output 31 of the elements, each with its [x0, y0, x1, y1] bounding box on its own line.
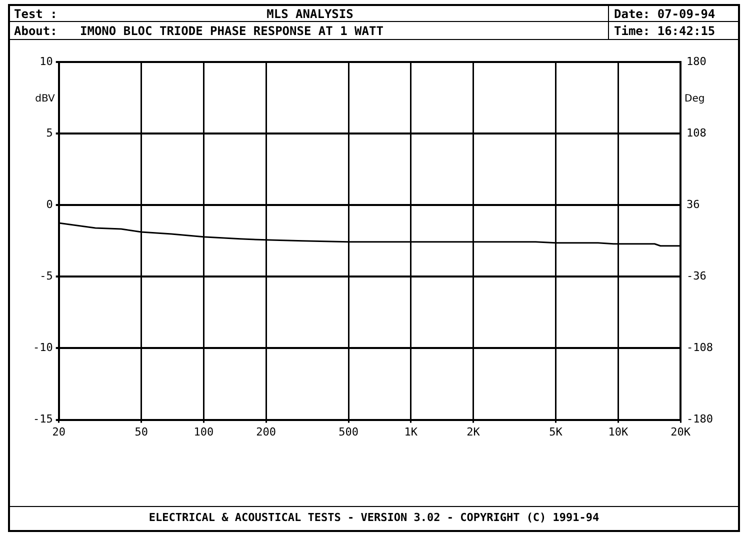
x-tick-label: 2K [466, 425, 480, 438]
text: Time: 16:42:15 [614, 24, 716, 38]
text: ELECTRICAL & ACOUSTICAL TESTS - VERSION 3.02 - COPYRIGHT (C) 1991-94 [148, 511, 600, 525]
y2-tick-label: -36 [686, 270, 706, 283]
x-tick-label: 20 [52, 425, 66, 438]
chart-subtitle: IMONO BLOC TRIODE PHASE RESPONSE AT 1 WATT [80, 24, 384, 38]
chart-title: MLS ANALYSIS [266, 7, 354, 21]
x-tick-label: 50 [134, 425, 148, 438]
y2-tick-label: 180 [686, 54, 706, 68]
y2-tick-label: -108 [686, 341, 714, 354]
x-tick-label: 200 [256, 425, 276, 438]
x-tick-label: 1K [404, 425, 418, 438]
y-tick-label: -10 [32, 341, 53, 354]
x-tick-label: 10K [608, 425, 628, 438]
y-tick-label: 0 [46, 198, 53, 211]
y2-axis-title: Deg [684, 94, 705, 105]
y2-tick-label: 108 [686, 126, 706, 140]
y-tick-label: 10 [40, 54, 53, 68]
x-tick-label: 500 [338, 425, 358, 438]
text: Date: 07-09-94 [614, 7, 716, 21]
text: About: [14, 24, 58, 38]
y2-tick-label: 36 [686, 198, 700, 211]
x-tick-label: 5K [549, 425, 563, 438]
text: Test : [14, 7, 58, 21]
y-tick-label: -15 [32, 412, 53, 426]
y-tick-label: 5 [46, 126, 53, 140]
y-tick-label: -5 [40, 270, 53, 283]
y2-tick-label: -180 [686, 412, 714, 426]
x-tick-label: 20K [670, 425, 691, 438]
y-axis-title: dBV [35, 94, 56, 105]
x-tick-label: 100 [194, 425, 214, 438]
